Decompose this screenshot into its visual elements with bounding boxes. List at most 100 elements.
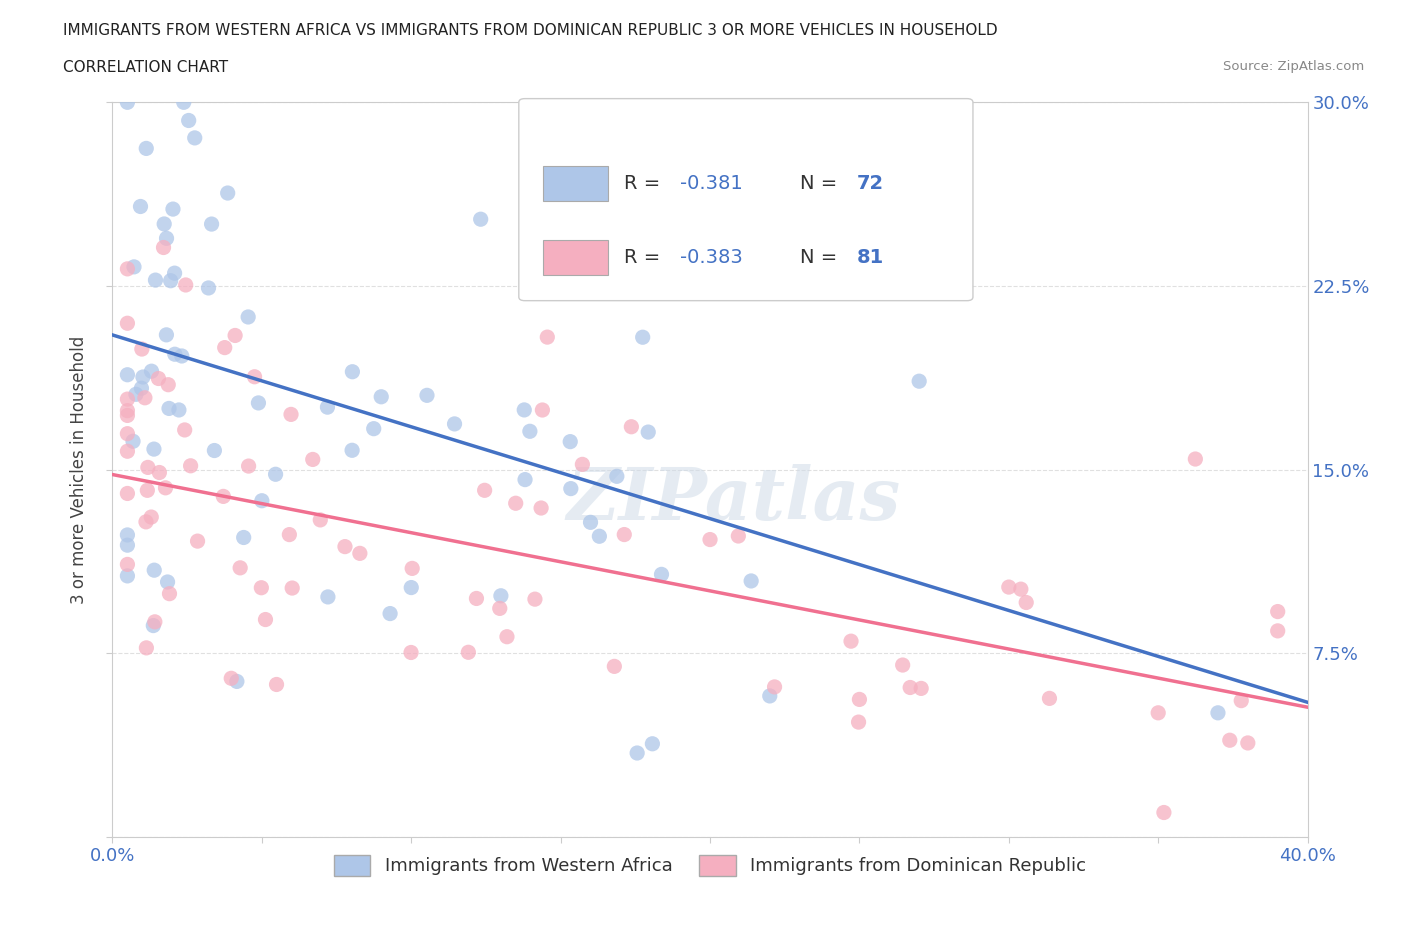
Point [720,215,742,230]
Point [177,113,200,128]
Legend: Immigrants from Western Africa, Immigrants from Dominican Republic: Immigrants from Western Africa, Immigran… [326,848,1094,884]
Point [180,458,202,473]
Point [1237,736,1260,751]
Point [167,403,190,418]
Point [202,443,225,458]
Point [1038,691,1060,706]
Point [122,259,145,274]
Point [699,532,721,547]
Point [250,493,273,508]
Point [637,425,659,440]
Point [217,186,239,201]
Text: -0.383: -0.383 [681,247,742,267]
Point [891,658,914,672]
Point [131,380,153,395]
Point [145,272,167,287]
Text: Source: ZipAtlas.com: Source: ZipAtlas.com [1223,60,1364,73]
FancyBboxPatch shape [543,240,609,275]
Point [117,392,139,406]
Point [200,217,222,232]
Point [416,388,439,403]
Point [117,426,139,441]
Text: R =: R = [624,174,666,193]
Point [184,130,207,145]
Point [571,457,593,472]
Point [152,240,174,255]
Point [560,481,582,496]
Point [131,341,153,356]
Point [125,387,148,402]
Text: N =: N = [800,247,844,267]
Point [489,589,512,604]
Point [1267,623,1289,638]
Point [603,659,626,674]
Text: CORRELATION CHART: CORRELATION CHART [63,60,228,75]
Point [141,510,163,525]
Point [333,539,356,554]
Point [117,95,139,110]
Point [163,266,186,281]
Point [117,486,139,501]
Point [505,496,527,511]
Point [173,95,195,110]
FancyBboxPatch shape [543,166,609,202]
Point [316,400,339,415]
Point [142,618,165,633]
Point [401,580,423,595]
Point [349,546,371,561]
Point [143,563,166,578]
Y-axis label: 3 or more Vehicles in Household: 3 or more Vehicles in Household [70,336,89,604]
Point [1230,693,1253,708]
Point [159,586,181,601]
Text: IMMIGRANTS FROM WESTERN AFRICA VS IMMIGRANTS FROM DOMINICAN REPUBLIC 3 OR MORE V: IMMIGRANTS FROM WESTERN AFRICA VS IMMIGR… [63,23,998,38]
Point [606,469,628,484]
Text: 72: 72 [858,174,884,193]
Point [156,575,179,590]
Point [157,378,180,392]
Point [129,199,152,214]
Point [136,460,159,475]
Point [187,534,209,549]
Point [631,330,654,345]
Point [117,538,139,552]
Point [740,574,762,589]
Point [620,419,643,434]
Point [309,512,332,527]
Point [122,434,145,449]
Point [457,644,479,659]
Point [1219,733,1241,748]
Point [763,680,786,695]
Point [301,452,323,467]
Point [613,527,636,542]
Point [1206,705,1229,720]
Point [908,374,931,389]
Point [157,401,180,416]
Point [399,645,422,660]
FancyBboxPatch shape [519,99,973,300]
Point [281,580,304,595]
Point [488,601,510,616]
Point [316,590,339,604]
Point [278,527,301,542]
Point [229,561,252,576]
Point [513,472,536,487]
Point [848,692,870,707]
Point [1267,604,1289,619]
Point [998,579,1021,594]
Point [254,612,277,627]
Point [135,514,157,529]
Point [224,328,246,343]
Point [848,714,870,729]
Point [155,231,177,246]
Point [1147,705,1170,720]
Point [117,404,139,418]
Point [727,528,749,543]
Point [266,677,288,692]
Point [363,421,385,436]
Point [280,407,302,422]
Point [148,465,170,480]
Point [163,347,186,362]
Point [474,483,496,498]
Point [153,217,176,232]
Point [117,261,139,276]
